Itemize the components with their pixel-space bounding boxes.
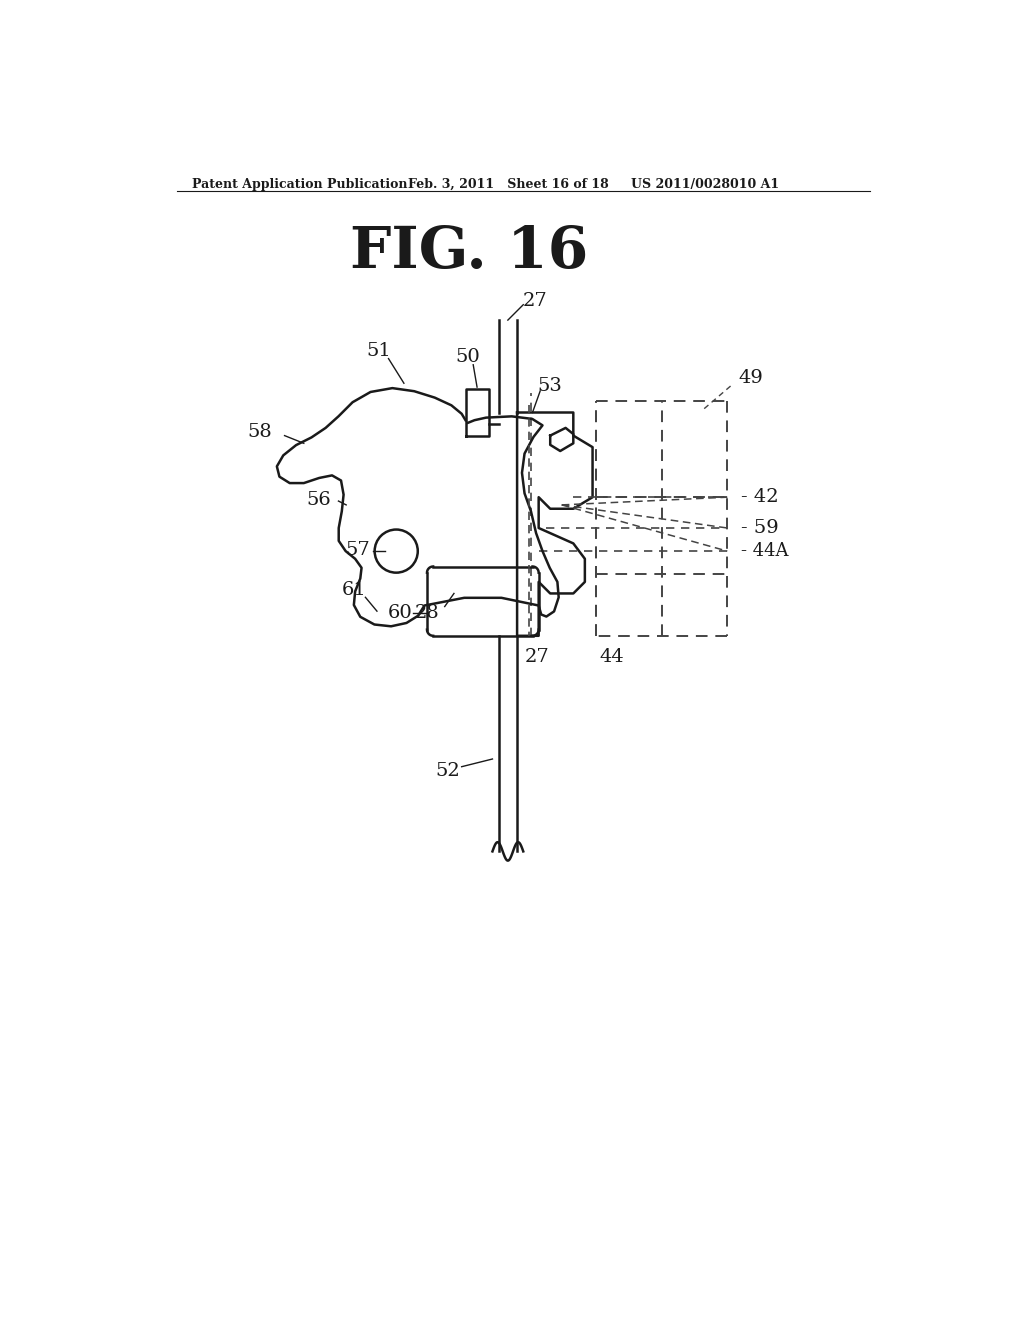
Text: - 59: - 59	[741, 519, 779, 537]
Text: 27: 27	[524, 648, 550, 667]
Text: 49: 49	[739, 368, 764, 387]
Text: US 2011/0028010 A1: US 2011/0028010 A1	[631, 178, 779, 190]
Text: 52: 52	[435, 762, 460, 780]
Text: 61: 61	[341, 581, 367, 598]
Text: 56: 56	[307, 491, 332, 508]
Text: 44: 44	[599, 648, 625, 667]
Text: - 44A: - 44A	[741, 543, 788, 560]
Text: 51: 51	[367, 342, 391, 360]
Text: - 42: - 42	[741, 488, 779, 506]
Text: Patent Application Publication: Patent Application Publication	[193, 178, 408, 190]
Text: 60: 60	[388, 603, 413, 622]
Text: 28: 28	[415, 603, 439, 622]
Text: 57: 57	[345, 541, 370, 558]
Text: 53: 53	[537, 376, 562, 395]
Text: 58: 58	[248, 422, 272, 441]
Text: FIG. 16: FIG. 16	[350, 224, 589, 280]
Text: Feb. 3, 2011   Sheet 16 of 18: Feb. 3, 2011 Sheet 16 of 18	[408, 178, 608, 190]
Text: 27: 27	[522, 292, 547, 310]
Text: 50: 50	[456, 348, 480, 366]
